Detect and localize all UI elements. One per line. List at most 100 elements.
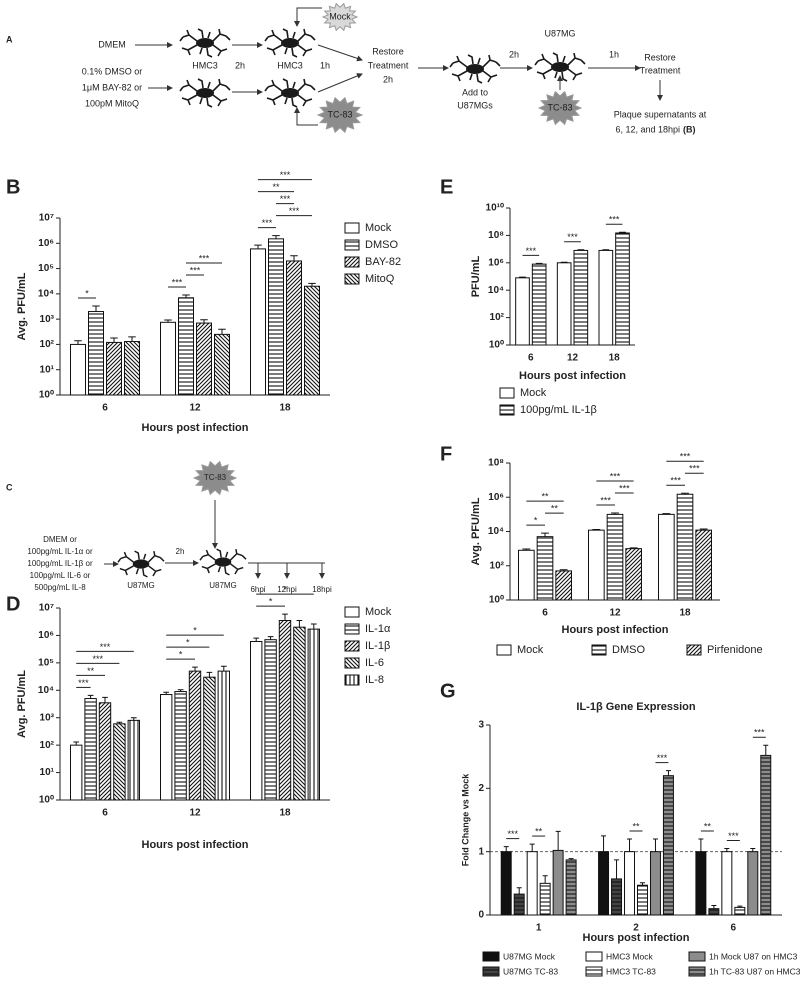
cell [264,28,316,58]
error-bar [560,261,568,263]
cell [179,78,231,108]
bar [676,493,694,601]
label: HMC3 [277,60,303,70]
legend-label: U87MG TC-83 [503,966,558,976]
error-bar [282,613,288,621]
bar [637,884,648,916]
legend-label: 1h Mock U87 on HMC3 [709,951,798,961]
y-tick-label: 10⁵ [38,263,54,274]
error-bar [163,691,170,695]
label: Add to [462,87,488,97]
error-bar [559,569,568,571]
x-axis-label: Hours post infection [583,932,690,944]
bar [113,723,126,801]
label: Treatment [640,65,681,75]
legend-label: IL-6 [365,657,384,669]
y-tick-label: 10⁰ [489,340,504,351]
bar [552,849,564,916]
significance-label: ** [632,821,640,831]
error-bar [519,276,526,278]
cell [449,54,501,84]
panel-letter: A [6,34,13,44]
error-bar [522,548,531,551]
bar [124,341,140,396]
bar [695,529,712,601]
error-bar [296,620,303,628]
bar [615,232,630,346]
legend-swatch [686,644,702,656]
legend-label: 100pg/mL IL-1β [520,404,597,416]
bar [515,277,530,346]
x-tick-label: 1 [536,923,542,934]
y-tick-label: 10⁶ [38,630,54,641]
error-bar [592,529,601,531]
error-bar [130,717,137,721]
error-bar [601,835,607,852]
error-bar [681,492,689,495]
y-tick-label: 10⁰ [39,390,54,401]
x-tick-label: 6 [102,403,108,414]
bar [196,322,212,396]
panel-letter: D [6,593,20,615]
error-bar [542,875,548,884]
chart-title: IL-1β Gene Expression [576,701,695,713]
bar [84,698,97,801]
x-tick-label: 2 [633,923,639,934]
label: Restore [644,52,676,62]
x-tick-label: 12 [609,608,621,619]
y-tick-label: 10⁴ [488,526,504,537]
error-bar [200,319,208,324]
error-bar [164,319,172,323]
error-bar [310,623,317,630]
legend-label: IL-1β [365,640,390,652]
label: 18hpi [312,585,332,594]
label: 2h [235,60,245,70]
x-tick-label: 18 [609,353,621,364]
panel-letter: G [440,680,456,702]
legend-swatch [344,674,360,686]
y-tick-label: 10⁶ [38,238,54,249]
significance-label: *** [172,277,183,287]
significance-label: *** [728,831,739,841]
x-axis-label: Hours post infection [562,624,669,636]
error-bar [308,282,316,287]
legend-label: DMSO [365,239,398,251]
significance-label: * [193,625,197,635]
y-tick-label: 10⁴ [488,285,504,296]
error-bar [92,305,100,312]
label: 100pg/mL IL-1α or [27,547,93,556]
y-tick-label: 10⁵ [38,657,54,668]
error-bar [535,262,543,265]
y-tick-label: 10⁷ [39,213,54,224]
bar [662,775,674,916]
label: DMEM [98,39,126,49]
error-bar [74,340,82,345]
error-bar [73,741,80,746]
x-tick-label: 6 [542,608,548,619]
legend-swatch [344,222,360,234]
label: 500pg/mL IL-8 [34,583,86,592]
significance-label: *** [619,483,630,493]
y-tick-label: 10⁰ [39,795,54,806]
x-tick-label: 6 [731,923,737,934]
label: Mock [329,11,351,21]
bar [70,343,86,396]
legend-swatch [499,404,515,416]
significance-label: *** [262,218,273,228]
arrow [317,44,363,62]
bar [536,536,554,601]
error-bar [711,905,717,909]
legend-swatch [499,387,515,399]
significance-label: ** [704,821,712,831]
label: Restore [372,46,404,56]
label: 12hpi [277,585,297,594]
y-tick-label: 0 [478,910,484,921]
bar [760,754,772,916]
error-bar [662,513,671,515]
x-axis-label: Hours post infection [142,839,249,851]
cell [264,78,316,108]
error-bar [110,337,118,343]
label: U87MGs [457,100,493,110]
starburst [537,90,583,126]
legend-label: U87MG Mock [503,951,556,961]
